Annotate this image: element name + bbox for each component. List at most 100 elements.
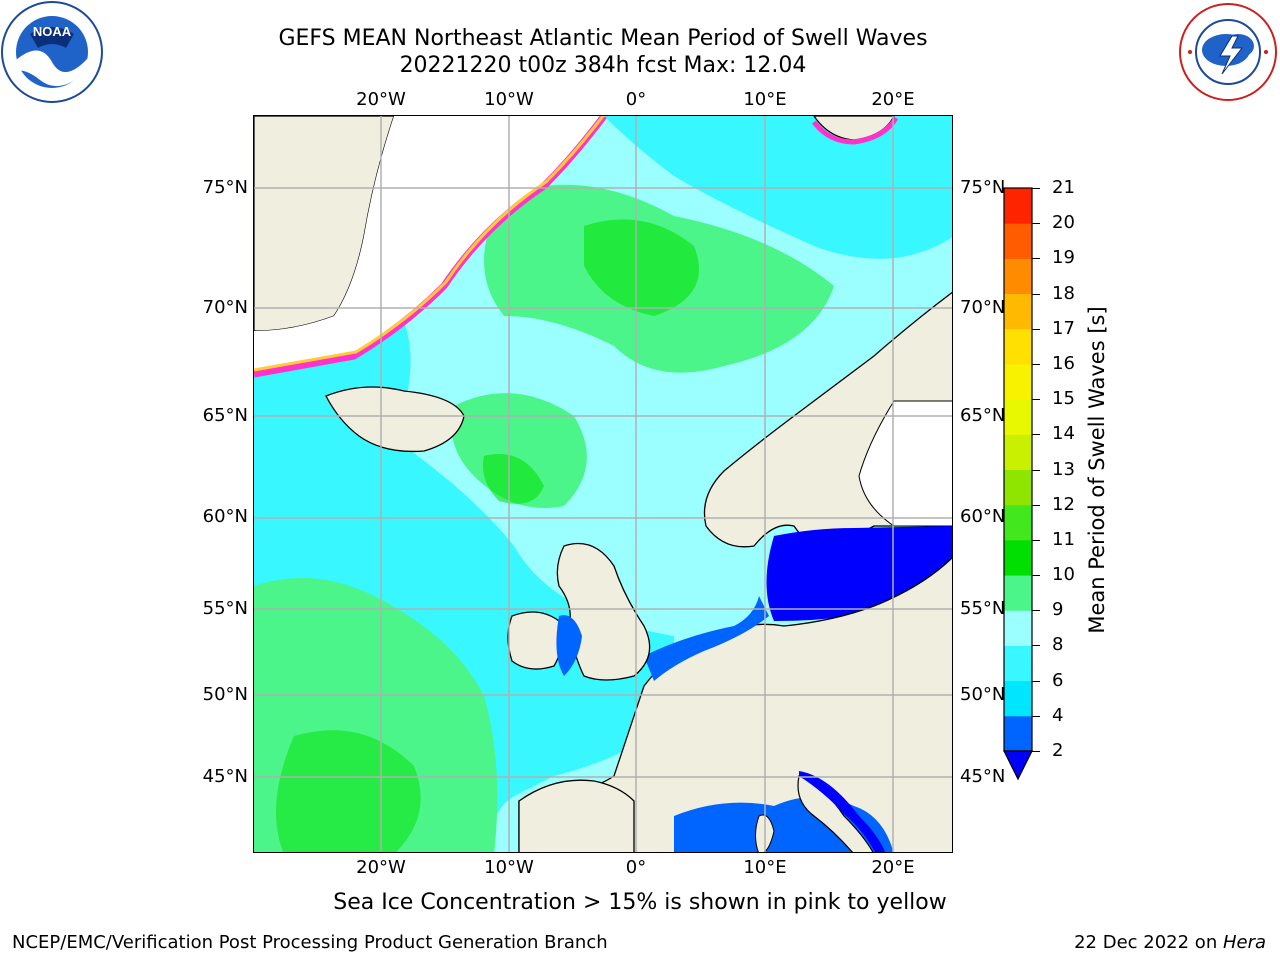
generation-date-text: 22 Dec 2022 on <box>1074 932 1223 953</box>
iceland-land <box>325 386 465 453</box>
colorbar-tick-label: 14 <box>1052 423 1075 445</box>
colorbar-tick <box>1032 610 1040 612</box>
colorbar-tick <box>1032 363 1040 365</box>
colorbar-segment <box>1004 504 1032 541</box>
colorbar-segment <box>1004 715 1032 752</box>
lon-label-bottom: 10°E <box>743 857 787 878</box>
sea-ice-area <box>254 116 604 374</box>
colorbar-segment <box>1004 610 1032 646</box>
colorbar-tick-label: 16 <box>1052 352 1075 374</box>
colorbar-tick <box>1032 575 1040 577</box>
colorbar-tick <box>1032 645 1040 647</box>
colorbar-segment <box>1004 258 1032 295</box>
colorbar-segment <box>1004 575 1032 611</box>
lat-label-left: 55°N <box>202 598 248 619</box>
lat-label-left: 65°N <box>202 405 248 426</box>
lat-label-right: 75°N <box>960 177 1006 198</box>
colorbar-tick <box>1032 504 1040 506</box>
colorbar-tick <box>1032 469 1040 471</box>
noaa-logo: NOAA <box>0 0 104 104</box>
sea-ice-edge <box>254 116 605 372</box>
colorbar-tick <box>1032 680 1040 682</box>
colorbar-label: Mean Period of Swell Waves [s] <box>1085 306 1109 634</box>
colorbar-tick-label: 21 <box>1052 177 1075 198</box>
colorbar-tick <box>1032 258 1040 260</box>
lat-label-left: 60°N <box>202 506 248 527</box>
colorbar-segment <box>1004 469 1032 506</box>
sea-ice-note: Sea Ice Concentration > 15% is shown in … <box>333 890 947 915</box>
colorbar-tick-label: 4 <box>1052 704 1064 726</box>
lon-label-bottom: 20°E <box>871 857 915 878</box>
colorbar-tick-label: 18 <box>1052 282 1075 304</box>
colorbar-tick-label: 11 <box>1052 528 1075 550</box>
colorbar-tick <box>1032 434 1040 436</box>
colorbar-segment <box>1004 399 1032 435</box>
colorbar-segment <box>1004 293 1032 330</box>
colorbar-tick <box>1032 293 1040 295</box>
lon-label-top: 0° <box>625 89 647 110</box>
lat-label-left: 45°N <box>202 766 248 787</box>
lat-label-left: 70°N <box>202 297 248 318</box>
colorbar-segment <box>1004 434 1032 470</box>
colorbar-tick-label: 19 <box>1052 247 1075 269</box>
britain-land <box>556 542 651 681</box>
generation-date: 22 Dec 2022 on Hera <box>1074 932 1266 953</box>
lat-label-right: 45°N <box>960 766 1006 787</box>
colorbar-segment <box>1004 539 1032 576</box>
noaa-logo-text: NOAA <box>33 24 72 39</box>
north-sea-shallow <box>644 596 769 681</box>
colorbar-tick <box>1032 751 1040 752</box>
colorbar-tick-label: 10 <box>1052 564 1075 586</box>
map-panel <box>253 115 953 853</box>
colorbar-tick-label: 17 <box>1052 317 1075 339</box>
colorbar-segment <box>1004 188 1032 224</box>
colorbar-tick-label: 20 <box>1052 212 1075 234</box>
lon-label-top: 10°W <box>484 89 534 110</box>
lon-label-bottom: 20°W <box>356 857 406 878</box>
producer-credit: NCEP/EMC/Verification Post Processing Pr… <box>12 932 608 953</box>
colorbar-segment <box>1004 645 1032 682</box>
sea-ice-area <box>858 400 952 527</box>
nws-logo <box>1176 0 1280 104</box>
colorbar-tick <box>1032 399 1040 401</box>
colorbar-segment <box>1004 223 1032 259</box>
ireland-land <box>507 611 563 670</box>
colorbar-tick <box>1032 328 1040 330</box>
colorbar-segment <box>1004 328 1032 365</box>
colorbar-tick-label: 8 <box>1052 634 1064 656</box>
colorbar-tick-label: 13 <box>1052 458 1075 480</box>
colorbar-tick-label: 2 <box>1052 740 1064 761</box>
adriatic-sea <box>799 771 886 852</box>
colorbar-tick-label: 12 <box>1052 493 1075 515</box>
colorbar-segment <box>1004 363 1032 400</box>
colorbar-segment <box>1004 680 1032 717</box>
lat-label-left: 75°N <box>202 177 248 198</box>
lon-label-top: 10°E <box>743 89 787 110</box>
lat-label-right: 55°N <box>960 598 1006 619</box>
irish-sea <box>556 615 582 676</box>
colorbar-tick-label: 15 <box>1052 388 1075 410</box>
colorbar-tick-label: 6 <box>1052 669 1064 691</box>
lat-label-right: 60°N <box>960 506 1006 527</box>
lat-label-right: 65°N <box>960 405 1006 426</box>
colorbar-tick <box>1032 715 1040 717</box>
lon-label-top: 20°W <box>356 89 406 110</box>
baltic-sea <box>766 526 952 621</box>
colorbar-tick-label: 9 <box>1052 599 1064 621</box>
chart-subtitle: 20221220 t00z 384h fcst Max: 12.04 <box>399 53 807 78</box>
swell-10-11s-area <box>483 454 544 504</box>
colorbar-tick <box>1032 539 1040 541</box>
colorbar-under-arrow <box>1003 750 1033 781</box>
lon-label-bottom: 0° <box>625 857 647 878</box>
lat-label-right: 50°N <box>960 684 1006 705</box>
colorbar-tick <box>1032 188 1040 189</box>
lon-label-top: 20°E <box>871 89 915 110</box>
colorbar-tick <box>1032 223 1040 225</box>
iberia-land <box>518 779 635 852</box>
host-name: Hera <box>1222 932 1266 953</box>
lat-label-left: 50°N <box>202 684 248 705</box>
sea-ice-edge <box>812 116 899 145</box>
swell-10-11s-area <box>584 219 699 316</box>
swell-10-11s-area <box>276 730 421 852</box>
lat-label-right: 70°N <box>960 297 1006 318</box>
